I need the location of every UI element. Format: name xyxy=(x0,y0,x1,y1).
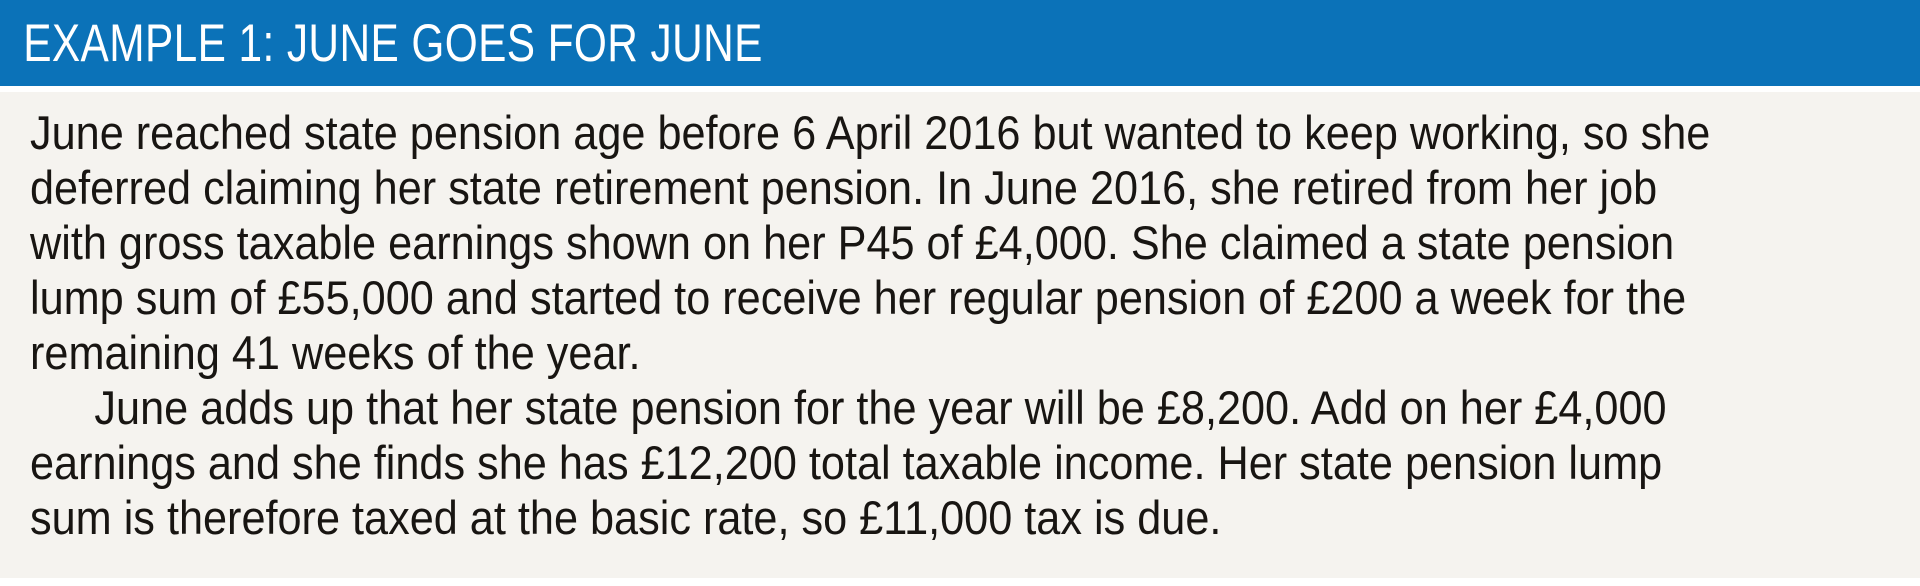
text-line: June reached state pension age before 6 … xyxy=(30,106,1711,159)
example-title: EXAMPLE 1: JUNE GOES FOR JUNE xyxy=(23,13,763,73)
text-line: deferred claiming her state retirement p… xyxy=(30,161,1658,214)
example-body: June reached state pension age before 6 … xyxy=(0,92,1920,578)
text-line: sum is therefore taxed at the basic rate… xyxy=(30,491,1222,544)
text-line: earnings and she finds she has £12,200 t… xyxy=(30,436,1663,489)
paragraph: June adds up that her state pension for … xyxy=(30,380,1920,545)
paragraph: June reached state pension age before 6 … xyxy=(30,105,1920,380)
text-line: remaining 41 weeks of the year. xyxy=(30,326,641,379)
text-line: lump sum of £55,000 and started to recei… xyxy=(30,271,1687,324)
text-line: with gross taxable earnings shown on her… xyxy=(30,216,1675,269)
example-header-bar: EXAMPLE 1: JUNE GOES FOR JUNE xyxy=(0,0,1920,86)
text-line-indented: June adds up that her state pension for … xyxy=(94,381,1667,434)
